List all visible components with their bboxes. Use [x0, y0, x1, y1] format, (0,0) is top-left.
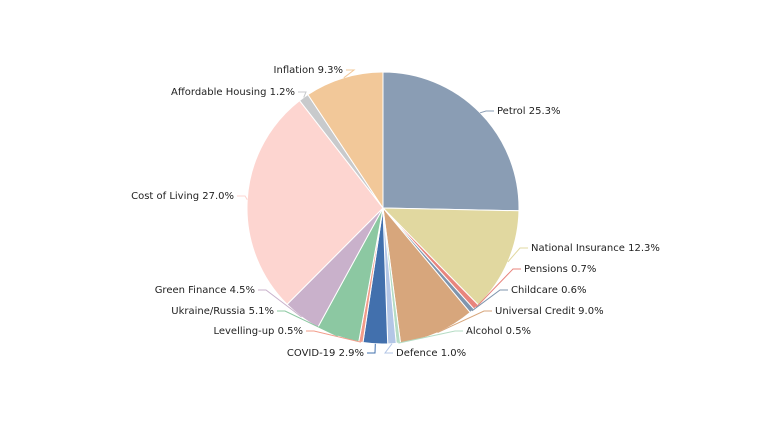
leader-line-covid-19 — [367, 343, 376, 354]
leader-line-childcare — [471, 289, 508, 312]
slice-label-covid-19: COVID-19 2.9% — [287, 348, 364, 359]
leader-line-affordable-housing — [298, 91, 307, 98]
leader-line-pensions — [475, 268, 521, 308]
leader-line-ukraine-russia — [277, 310, 338, 337]
slice-label-ukraine-russia: Ukraine/Russia 5.1% — [171, 306, 274, 317]
leader-line-petrol — [479, 110, 494, 114]
slice-petrol[interactable] — [382, 71, 520, 212]
pie-slices — [246, 71, 520, 345]
leader-line-national-insurance — [507, 247, 528, 263]
slice-label-alcohol: Alcohol 0.5% — [466, 326, 531, 337]
slice-label-defence: Defence 1.0% — [396, 348, 466, 359]
slice-label-national-insurance: National Insurance 12.3% — [531, 243, 660, 254]
slice-labels: Petrol 25.3% National Insurance 12.3% Pens… — [131, 65, 660, 359]
slice-label-green-finance: Green Finance 4.5% — [155, 285, 255, 296]
slice-inflation[interactable] — [307, 71, 384, 210]
slice-label-affordable-housing: Affordable Housing 1.2% — [171, 87, 295, 98]
slice-label-levelling-up: Levelling-up 0.5% — [213, 326, 303, 337]
leader-line-universal-credit — [437, 310, 492, 334]
slice-label-cost-of-living: Cost of Living 27.0% — [131, 191, 234, 202]
slice-label-childcare: Childcare 0.6% — [511, 285, 586, 296]
slice-label-petrol: Petrol 25.3% — [497, 106, 560, 117]
slice-label-inflation: Inflation 9.3% — [274, 65, 343, 76]
leader-line-cost-of-living — [237, 195, 248, 200]
leader-line-defence — [383, 343, 393, 354]
leader-line-green-finance — [258, 289, 302, 318]
leader-line-levelling-up — [306, 330, 362, 343]
label-leader-lines — [237, 69, 528, 354]
leader-line-alcohol — [398, 330, 463, 344]
slice-label-universal-credit: Universal Credit 9.0% — [495, 306, 604, 317]
slice-label-pensions: Pensions 0.7% — [524, 264, 596, 275]
leader-line-inflation — [343, 69, 356, 79]
